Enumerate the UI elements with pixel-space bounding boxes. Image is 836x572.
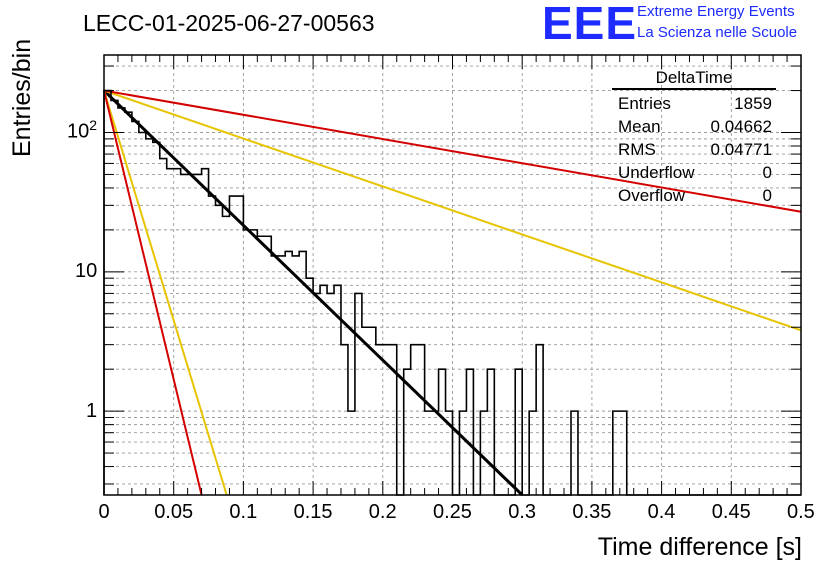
stats-row: RMS 0.04771 <box>612 138 776 161</box>
chart-title: LECC-01-2025-06-27-00563 <box>83 10 375 36</box>
stats-label: RMS <box>618 140 656 159</box>
y-tick-label: 1 <box>86 399 98 422</box>
fit-curve <box>103 89 802 213</box>
x-tick-label: 0.1 <box>229 501 258 523</box>
stats-row: Overflow 0 <box>612 184 776 207</box>
x-tick-label: 0.3 <box>508 501 536 523</box>
histogram-outline <box>103 89 801 496</box>
stats-title: DeltaTime <box>612 68 776 90</box>
fit-curve <box>103 89 802 332</box>
x-tick-label: 0.05 <box>154 501 194 523</box>
x-tick-label: 0.4 <box>647 501 676 523</box>
fit-curve <box>103 90 228 496</box>
stats-value: 0 <box>762 186 772 205</box>
stats-value: 0.04771 <box>710 140 772 159</box>
x-tick-label: 0.35 <box>572 501 612 523</box>
logo-line-1: Extreme Energy Events <box>637 3 795 20</box>
y-tick-exponent: 2 <box>89 117 98 133</box>
fit-curve <box>103 90 203 496</box>
x-tick-label: 0.15 <box>293 501 333 523</box>
y-axis-label: Entries/bin <box>8 38 36 157</box>
stats-label: Entries <box>618 94 671 113</box>
x-tick-label: 0.5 <box>787 501 815 523</box>
stats-value: 0.04662 <box>710 117 772 136</box>
stats-value: 0 <box>762 163 772 182</box>
axis-ticks <box>103 55 802 495</box>
y-tick-label: 10 <box>75 260 98 283</box>
x-tick-label: 0 <box>98 501 110 523</box>
x-tick-label: 0.2 <box>368 501 397 523</box>
histogram <box>103 89 801 496</box>
x-tick-label: 0.25 <box>433 501 472 523</box>
stats-row: Entries 1859 <box>612 92 776 115</box>
stats-label: Overflow <box>618 186 686 205</box>
stats-box: DeltaTime Entries 1859 Mean 0.04662 RMS 0.0… <box>612 68 776 207</box>
y-tick-label: 102 <box>67 117 98 143</box>
stats-label: Underflow <box>618 163 695 182</box>
x-axis-label: Time difference [s] <box>597 533 802 561</box>
stats-label: Mean <box>618 117 661 136</box>
stats-row: Mean 0.04662 <box>612 115 776 138</box>
logo-line-2: La Scienza nelle Scuole <box>637 24 798 41</box>
x-tick-label: 0.45 <box>711 501 751 523</box>
stats-row: Underflow 0 <box>612 161 776 184</box>
eee-logo: EEE <box>542 0 638 49</box>
stats-value: 1859 <box>734 94 772 113</box>
